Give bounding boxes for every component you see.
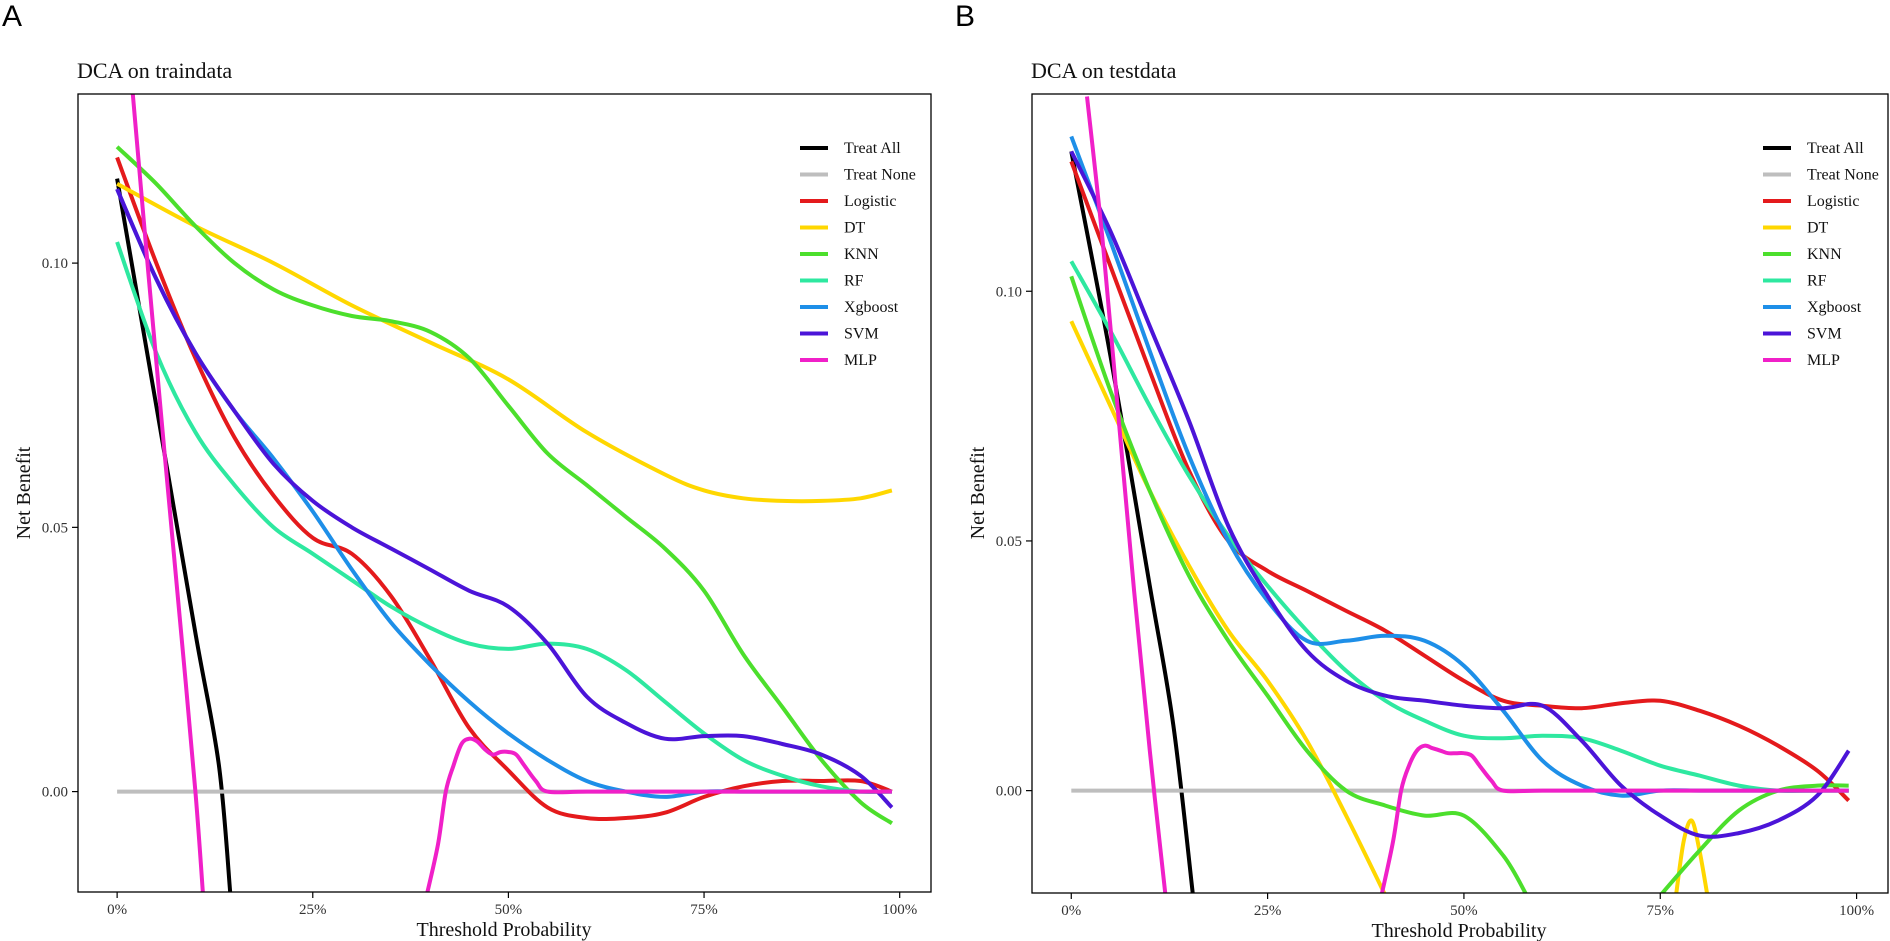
x-tick-label: 25% (299, 902, 327, 918)
series-line-dt (1674, 818, 1710, 893)
legend-label-xgboost: Xgboost (844, 299, 899, 316)
plot-border (77, 93, 932, 893)
legend: Treat All Treat None Logistic DT KNN RF Xgboos… (1763, 140, 1879, 369)
legend-label-xgboost: Xgboost (1807, 299, 1862, 316)
legend-label-dt: DT (1807, 220, 1829, 237)
y-axis: 0.00 0.05 0.10 (42, 256, 78, 801)
y-axis-title: Net Benefit (967, 446, 989, 539)
chart-title: DCA on traindata (77, 58, 232, 83)
x-axis: 0% 25% 50% 75% 100% (1061, 893, 1874, 919)
x-axis-title: Threshold Probability (1372, 920, 1547, 941)
legend-label-logistic: Logistic (1807, 193, 1859, 210)
legend-label-treat-none: Treat None (844, 167, 916, 184)
legend-label-treat-all: Treat All (844, 140, 901, 157)
legend-label-knn: KNN (1807, 246, 1842, 263)
legend-label-mlp: MLP (1807, 352, 1840, 369)
series-line-xgboost (115, 188, 892, 799)
x-tick-label: 50% (495, 902, 523, 918)
x-tick-label: 0% (107, 902, 127, 918)
legend-label-mlp: MLP (844, 352, 877, 369)
series-line-logistic (115, 156, 893, 822)
x-tick-label: 50% (1450, 903, 1478, 919)
panel-label: A (2, 0, 22, 33)
y-tick-label: 0.10 (996, 284, 1022, 300)
x-tick-label: 100% (882, 902, 917, 918)
legend-label-treat-none: Treat None (1807, 167, 1879, 184)
y-tick-label: 0.05 (42, 520, 68, 536)
legend-label-knn: KNN (844, 246, 879, 263)
y-tick-label: 0.05 (996, 534, 1022, 550)
legend-label-logistic: Logistic (844, 193, 896, 210)
legend-label-rf: RF (1807, 273, 1827, 290)
y-axis: 0.00 0.05 0.10 (996, 284, 1032, 800)
x-tick-label: 75% (1647, 903, 1675, 919)
panel-a: A DCA on traindata 0% 25% 50% 75% 100% 0.000… (2, 0, 932, 941)
chart-title: DCA on testdata (1031, 58, 1177, 83)
series-line-mlp (425, 736, 892, 892)
series-line-svm (1069, 150, 1851, 839)
y-tick-label: 0.00 (42, 785, 68, 801)
plot-border (1031, 93, 1889, 894)
legend-label-rf: RF (844, 273, 864, 290)
series-line-knn (1659, 783, 1849, 893)
legend-label-svm: SVM (1807, 326, 1842, 343)
series-line-dt (116, 182, 893, 504)
x-axis: 0% 25% 50% 75% 100% (107, 892, 917, 918)
x-tick-label: 75% (690, 902, 718, 918)
x-tick-label: 100% (1839, 903, 1874, 919)
x-tick-label: 0% (1061, 903, 1081, 919)
legend-label-svm: SVM (844, 326, 879, 343)
series-line-rf (1069, 260, 1849, 793)
series-line-mlp (130, 94, 205, 892)
series-line-mlp (1379, 743, 1849, 893)
series-line-svm (115, 188, 894, 809)
legend: Treat All Treat None Logistic DT KNN RF Xgboos… (800, 140, 916, 369)
legend-label-treat-all: Treat All (1807, 140, 1864, 157)
series-line-rf (115, 241, 892, 794)
series-line-mlp (1085, 96, 1168, 893)
y-tick-label: 0.10 (42, 256, 68, 272)
plot-area (115, 94, 894, 892)
legend-label-dt: DT (844, 220, 866, 237)
series-line-knn (115, 145, 894, 825)
x-tick-label: 25% (1254, 903, 1282, 919)
y-axis-title: Net Benefit (13, 446, 35, 539)
series-line-knn (1069, 275, 1528, 893)
plot-area (1069, 96, 1851, 893)
panel-label: B (955, 0, 975, 33)
panel-b: B DCA on testdata 0% 25% 50% 75% 100% 0.000.… (955, 0, 1889, 941)
series-line-treat-all (1069, 151, 1195, 893)
y-tick-label: 0.00 (996, 784, 1022, 800)
series-line-logistic (1069, 160, 1851, 803)
x-axis-title: Threshold Probability (417, 919, 592, 941)
